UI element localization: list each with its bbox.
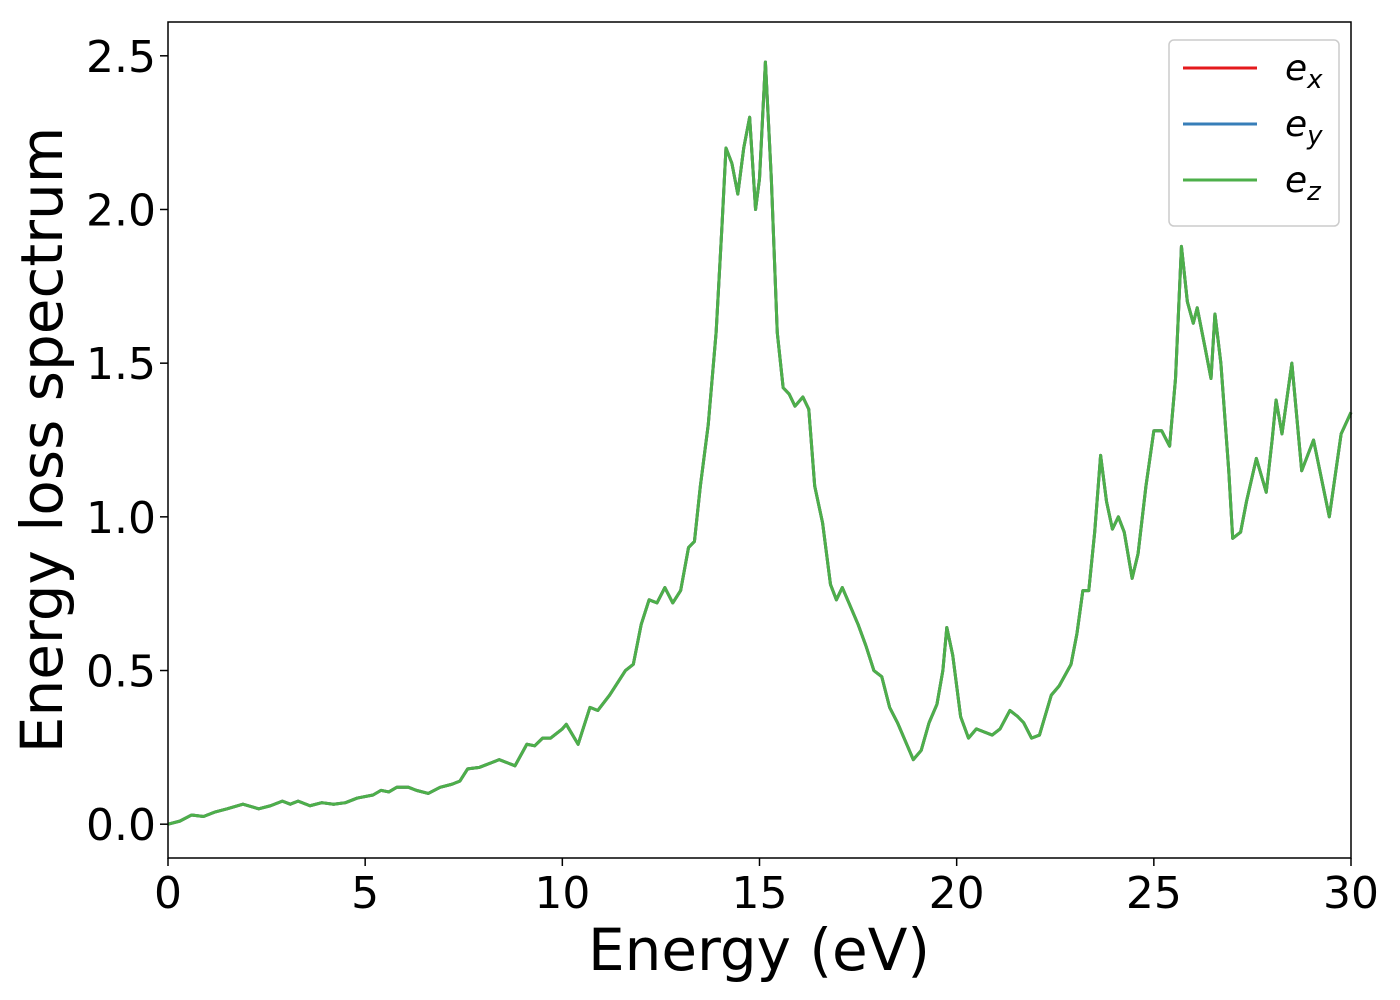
x-tick-label: 15 [732,868,788,919]
x-tick-label: 5 [351,868,379,919]
x-tick-label: 10 [534,868,590,919]
x-tick-label: 25 [1126,868,1182,919]
y-axis-label: Energy loss spectrum [8,127,76,753]
y-tick-label: 1.0 [86,493,156,544]
legend-label: ez [1285,160,1322,207]
x-tick-label: 0 [154,868,182,919]
series-line [167,60,1353,826]
y-tick-label: 0.0 [86,800,156,851]
y-tick-label: 2.0 [86,185,156,236]
x-tick-label: 30 [1323,868,1379,919]
x-axis-label: Energy (eV) [588,916,930,984]
legend-label: ey [1285,104,1323,151]
y-tick-label: 1.5 [86,339,156,390]
y-tick-label: 2.5 [86,32,156,83]
plot-frame [167,21,1352,859]
legend-label: ex [1285,48,1323,95]
y-tick-label: 0.5 [86,647,156,698]
x-tick-label: 20 [929,868,985,919]
